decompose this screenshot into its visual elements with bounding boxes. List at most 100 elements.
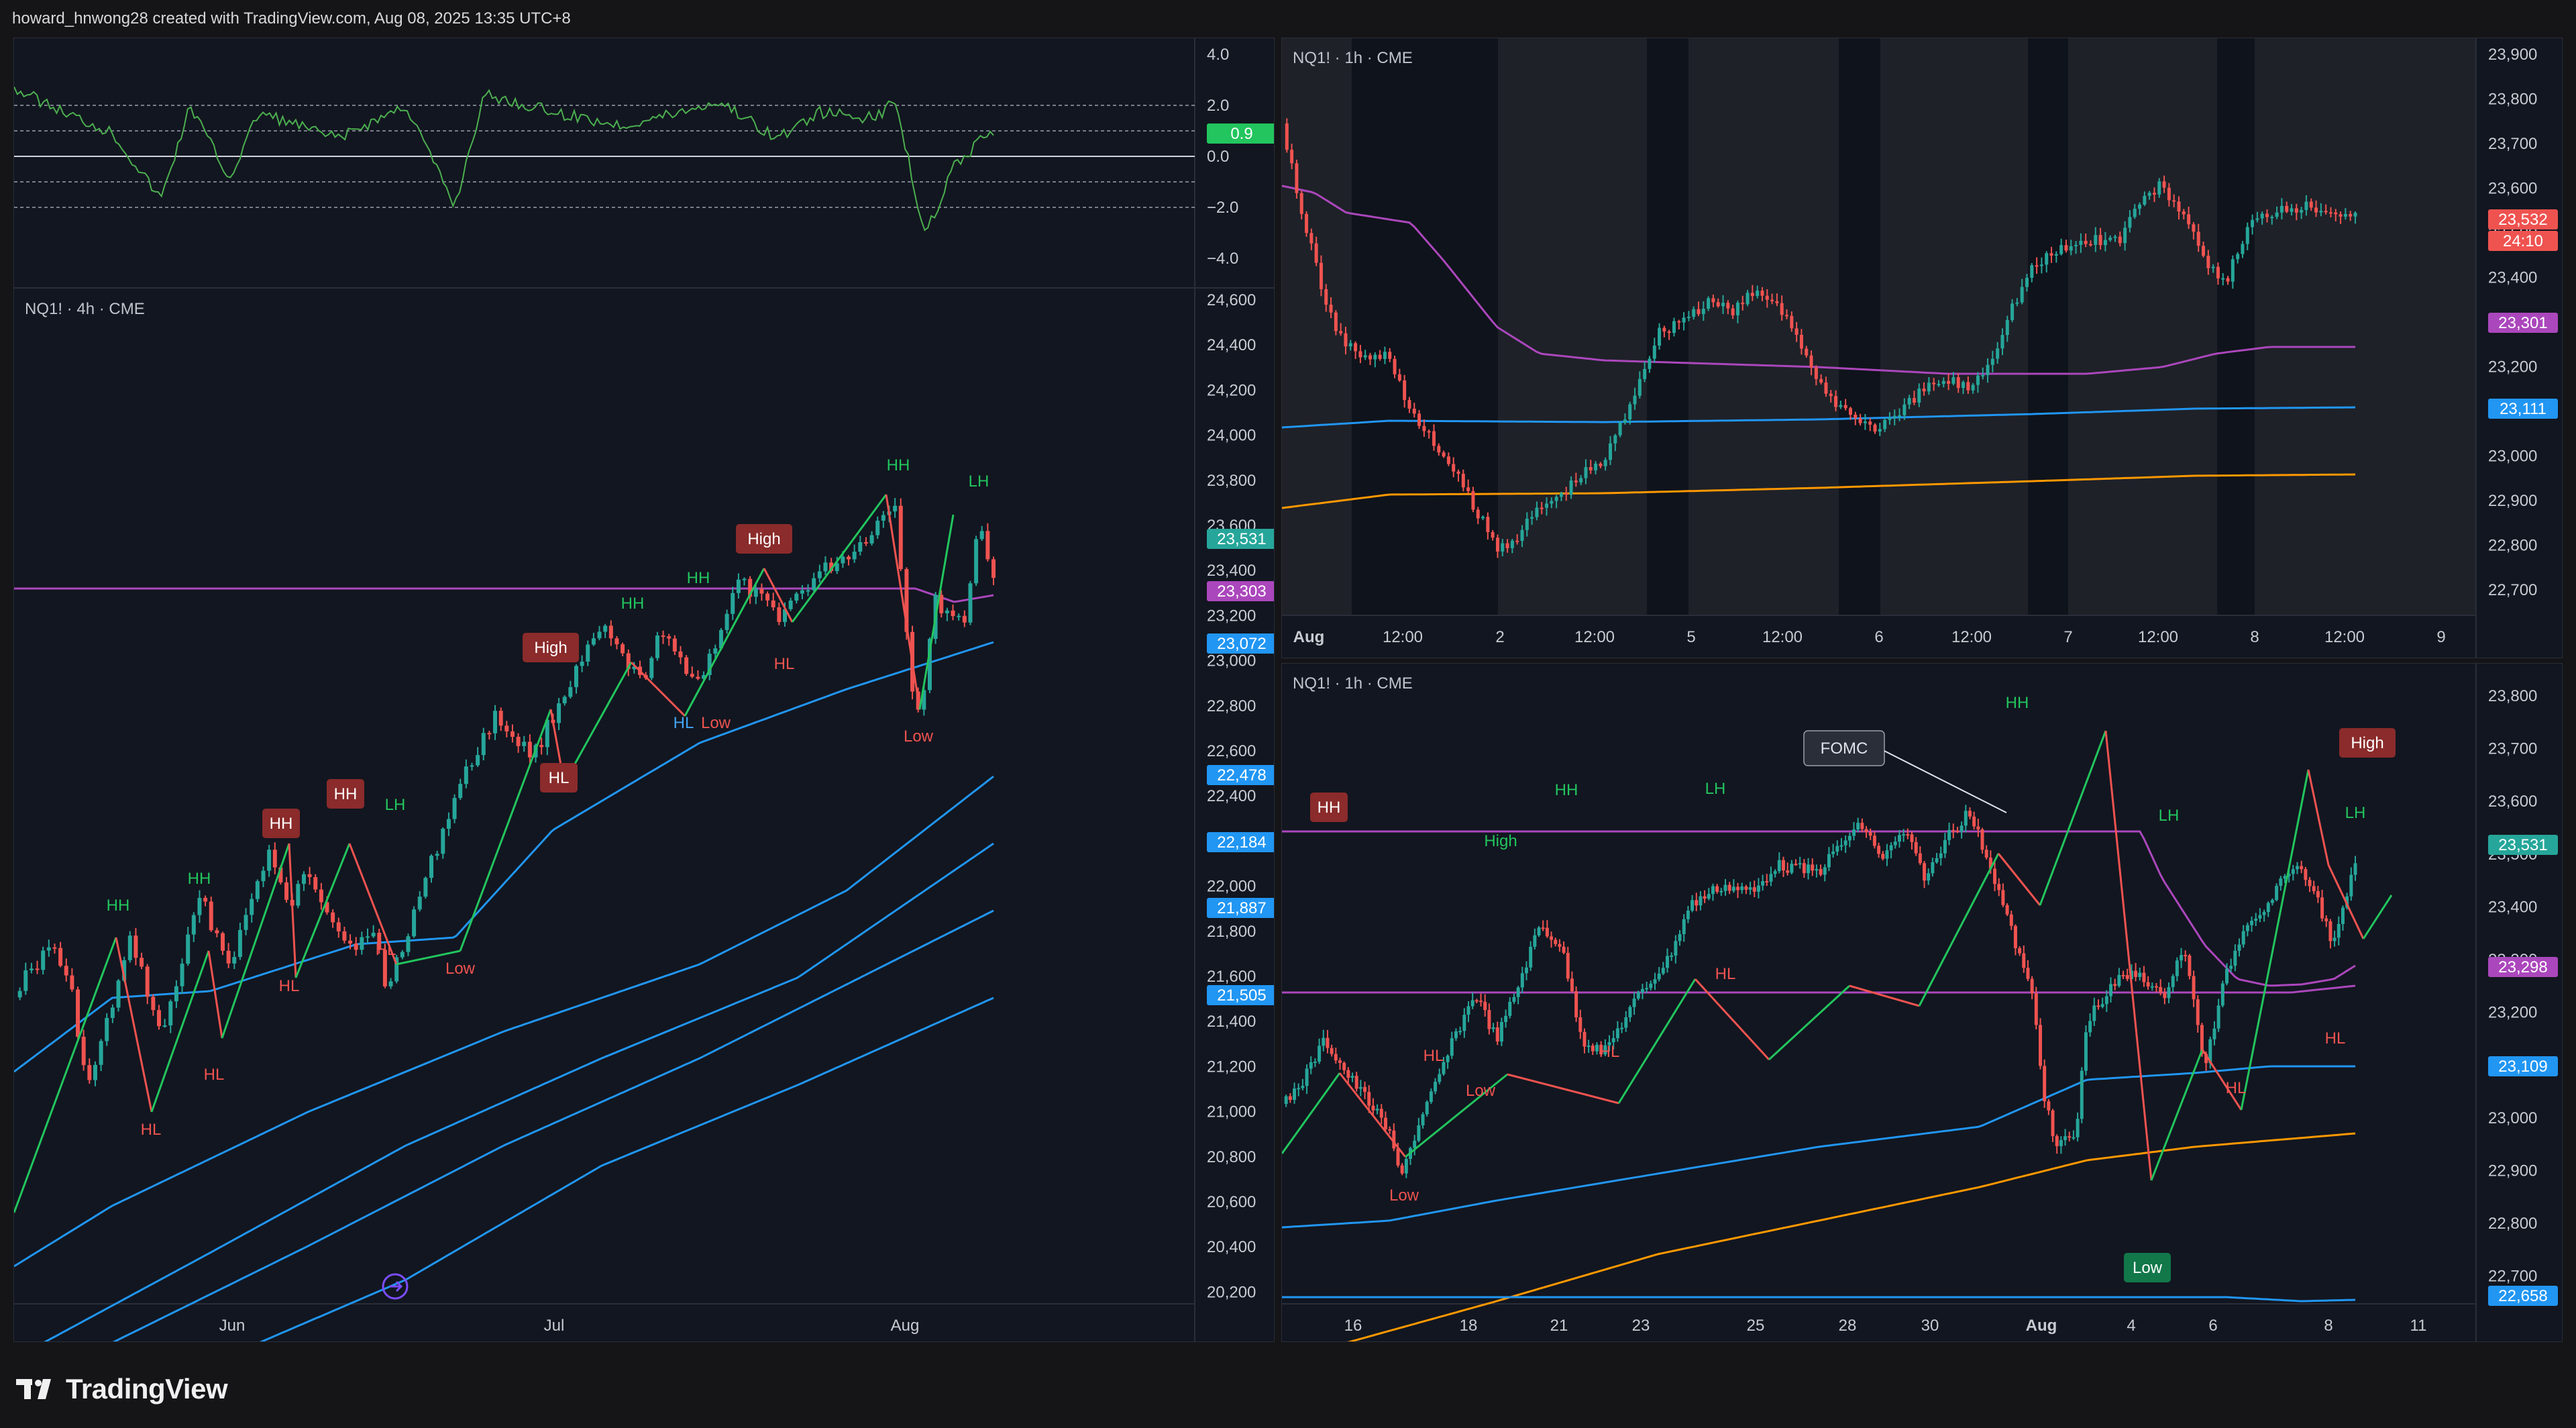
price-candle [841,556,845,564]
price-candle [133,935,138,958]
price-candle [174,986,178,1002]
price-candle [2167,187,2171,201]
price-candle [2241,931,2245,945]
zigzag-down-leg [1338,1072,1407,1158]
zigzag-down-leg [1507,1073,1619,1105]
price-candle [1454,1031,1458,1039]
oscillator-tick: 2.0 [1207,97,1229,115]
price-candle [2088,244,2092,246]
price-candle [1407,400,1411,409]
price-candle [498,711,503,726]
price-candle [2290,208,2294,212]
price-candle [1540,507,1544,509]
price-candle [2231,259,2235,282]
price-candle [1636,992,1640,999]
price-candle [1346,1070,1350,1078]
price-candle [2349,213,2353,217]
zigzag-label: HH [188,870,211,888]
price-candle [1474,1000,1479,1002]
price-candle [1770,299,1774,301]
price-candle [2349,874,2353,897]
price-candle [1388,1129,1392,1131]
price-candle [1613,435,1617,444]
time-tick: 12:00 [1951,628,1992,646]
price-candle [771,600,775,608]
bottom-right-chart-svg[interactable]: 23,80023,70023,60023,50023,40023,30023,2… [1282,664,2563,1342]
price-candle [557,703,561,723]
price-candle [1607,1042,1611,1046]
left-chart-svg[interactable]: 4.0 2.0 0.0 −2.0 −4.0 0.9 24,600 24,400 24,200 24… [14,38,1275,1342]
replay-icon [382,1273,409,1300]
zigzag-label: HH [2006,694,2029,712]
price-candle [707,654,712,676]
price-candle [156,1010,161,1027]
price-candle [2026,968,2030,979]
zigzag-label: HH [621,595,645,613]
price-tick: 23,000 [2488,1109,2537,1127]
price-candle [1309,1062,1313,1069]
zigzag-down-leg [2307,769,2330,866]
price-candle [2064,245,2068,251]
price-candle [2072,1137,2076,1139]
top-right-chart-pane[interactable]: NQ1! · 1h · CME 23,900 23,800 23,700 23,600… [1281,38,2563,658]
price-candle [1530,517,1534,519]
price-candle [58,948,63,966]
zigzag-label-box-bg [1310,793,1348,822]
price-candle [1632,998,1636,1007]
price-candle [145,966,150,997]
left-chart-pane[interactable]: NQ1! · 4h · CME 4.0 2.0 0.0 −2.0 −4.0 0.9 24,6… [13,38,1275,1342]
price-candle [1976,826,1980,829]
price-candle [1314,243,1318,263]
price-tick: 22,900 [2488,1162,2537,1180]
price-candle [1383,352,1387,359]
price-candle [2123,227,2127,244]
price-candle [1943,839,1947,854]
price-candle [272,850,277,868]
zigzag-up-leg [1768,984,1851,1061]
price-candle [731,593,735,614]
price-candle [1550,936,1554,940]
price-candle [1388,352,1392,359]
price-candle [2279,205,2284,213]
price-candle [626,653,631,670]
price-candle [1554,939,1558,944]
price-candle [1504,1015,1508,1023]
price-candle [1980,829,1984,850]
zigzag-label: LH [2345,804,2366,822]
price-candle [2187,214,2191,225]
price-candle [586,644,590,662]
price-candle [1537,927,1541,935]
bottom-right-chart-pane[interactable]: NQ1! · 1h · CME 23,80023,70023,60023,500… [1281,663,2563,1342]
zigzag-down-leg [2104,730,2153,1181]
price-candle [1375,1109,1379,1111]
price-candle [922,690,926,710]
price-candle [2009,914,2013,926]
price-candle [1695,900,1699,906]
price-candle [661,635,665,638]
price-candle [1805,348,1809,356]
price-candle [365,936,370,938]
price-candle [2035,265,2039,267]
price-candle [64,966,68,976]
price-candle [1972,816,1976,827]
price-candle [1907,398,1911,405]
price-candle [1790,315,1794,329]
price-candle [812,578,816,591]
price-tick: 24,200 [1207,381,1256,399]
price-candle [2138,972,2142,977]
price-candle [2319,211,2323,213]
price-candle [1643,368,1647,379]
price-candle [1847,835,1851,841]
price-candle [2287,874,2291,876]
price-candle [1863,421,1867,423]
price-candle [180,964,184,986]
price-candle [1508,1001,1512,1016]
price-candle [1512,997,1516,1002]
top-right-chart-svg[interactable]: 23,90023,80023,70023,60023,50023,40023,3… [1282,38,2563,658]
price-candle [2337,923,2341,938]
price-candle [2096,1005,2100,1007]
price-candle [2025,278,2029,287]
price-candle [1338,1060,1342,1063]
price-candle [1288,1096,1292,1101]
tradingview-brand[interactable]: TradingView [16,1373,228,1405]
